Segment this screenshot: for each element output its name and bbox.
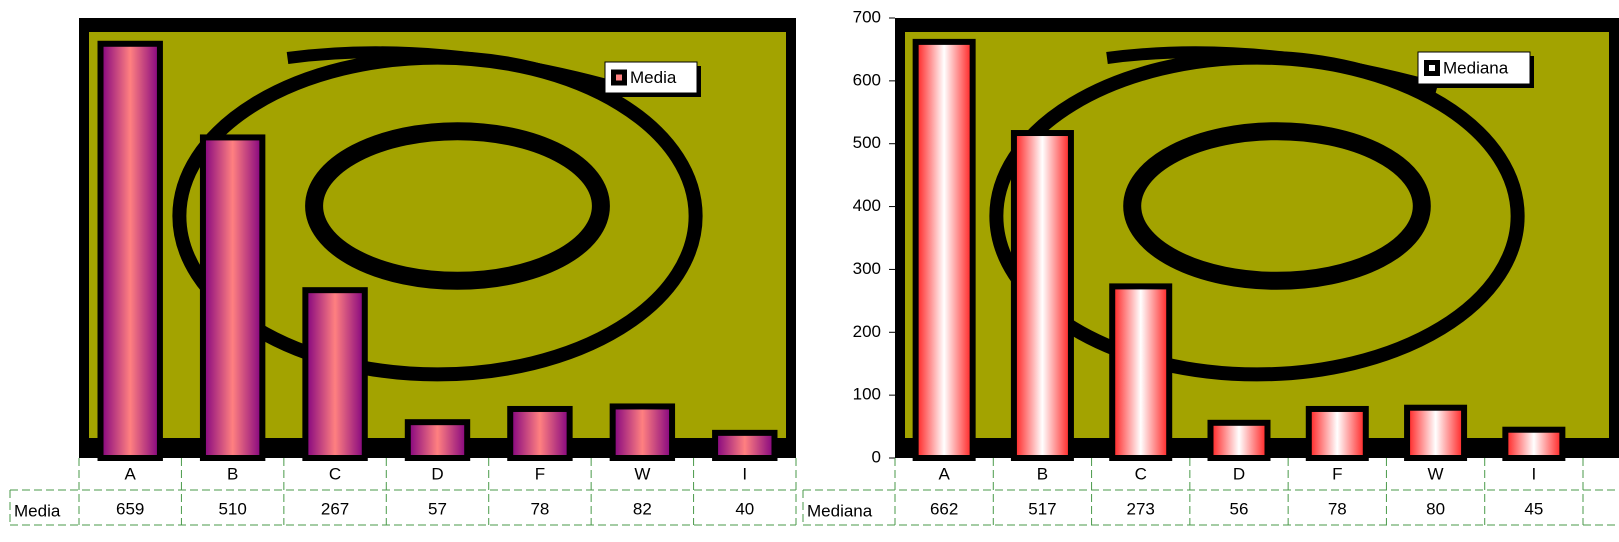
x-tick-label: C xyxy=(329,464,341,483)
bar xyxy=(1502,426,1566,462)
table-value: 57 xyxy=(428,499,447,518)
x-tick-label: B xyxy=(227,464,238,483)
y-tick-label: 400 xyxy=(853,196,881,215)
y-tick-label: 600 xyxy=(853,70,881,89)
bar xyxy=(912,38,976,462)
decoration xyxy=(305,122,610,290)
bar xyxy=(1404,404,1468,462)
bar xyxy=(199,134,266,462)
x-tick-label: A xyxy=(125,464,137,483)
bar xyxy=(1305,405,1369,462)
table-value: 78 xyxy=(530,499,549,518)
table-value: 80 xyxy=(1426,499,1445,518)
y-tick-label: 0 xyxy=(872,447,881,466)
table-row-label: Mediana xyxy=(807,501,873,520)
table-value: 659 xyxy=(116,499,144,518)
y-tick-label: 300 xyxy=(853,259,881,278)
x-tick-label: C xyxy=(1135,464,1147,483)
table-value: 45 xyxy=(1524,499,1543,518)
bar xyxy=(302,287,368,461)
table-value: 78 xyxy=(1328,499,1347,518)
x-tick-label: I xyxy=(742,464,747,483)
x-tick-label: B xyxy=(1037,464,1048,483)
bar xyxy=(712,429,778,462)
legend-label: Mediana xyxy=(1443,58,1509,77)
plot-area xyxy=(905,32,1609,444)
table-value: 267 xyxy=(321,499,349,518)
x-tick-label: F xyxy=(535,464,545,483)
decoration xyxy=(1123,122,1431,290)
bar xyxy=(404,419,471,461)
x-tick-label: I xyxy=(1531,464,1536,483)
table-row-label: Media xyxy=(14,501,61,520)
table-value: 56 xyxy=(1230,499,1249,518)
bar xyxy=(1010,130,1074,461)
legend-label: Media xyxy=(630,68,677,87)
bar xyxy=(1109,283,1173,461)
bar xyxy=(1207,419,1271,461)
decoration xyxy=(286,46,620,94)
bar xyxy=(609,403,676,462)
table-value: 273 xyxy=(1127,499,1155,518)
table-value: 40 xyxy=(735,499,754,518)
legend-marker xyxy=(616,74,622,81)
x-tick-label: A xyxy=(938,464,950,483)
decoration xyxy=(1106,46,1439,94)
y-tick-label: 700 xyxy=(853,7,881,26)
y-tick-label: 200 xyxy=(853,322,881,341)
x-tick-label: D xyxy=(1233,464,1245,483)
x-tick-label: F xyxy=(1332,464,1342,483)
y-tick-label: 500 xyxy=(853,133,881,152)
table-value: 510 xyxy=(218,499,246,518)
table-value: 662 xyxy=(930,499,958,518)
legend-marker xyxy=(1429,65,1435,71)
x-tick-label: W xyxy=(1428,464,1444,483)
legend-box xyxy=(604,61,698,94)
bar xyxy=(97,40,163,462)
x-tick-label: W xyxy=(634,464,650,483)
y-tick-label: 100 xyxy=(853,385,881,404)
table-value: 82 xyxy=(633,499,652,518)
bar xyxy=(507,405,573,462)
table-value: 517 xyxy=(1028,499,1056,518)
x-tick-label: D xyxy=(431,464,443,483)
